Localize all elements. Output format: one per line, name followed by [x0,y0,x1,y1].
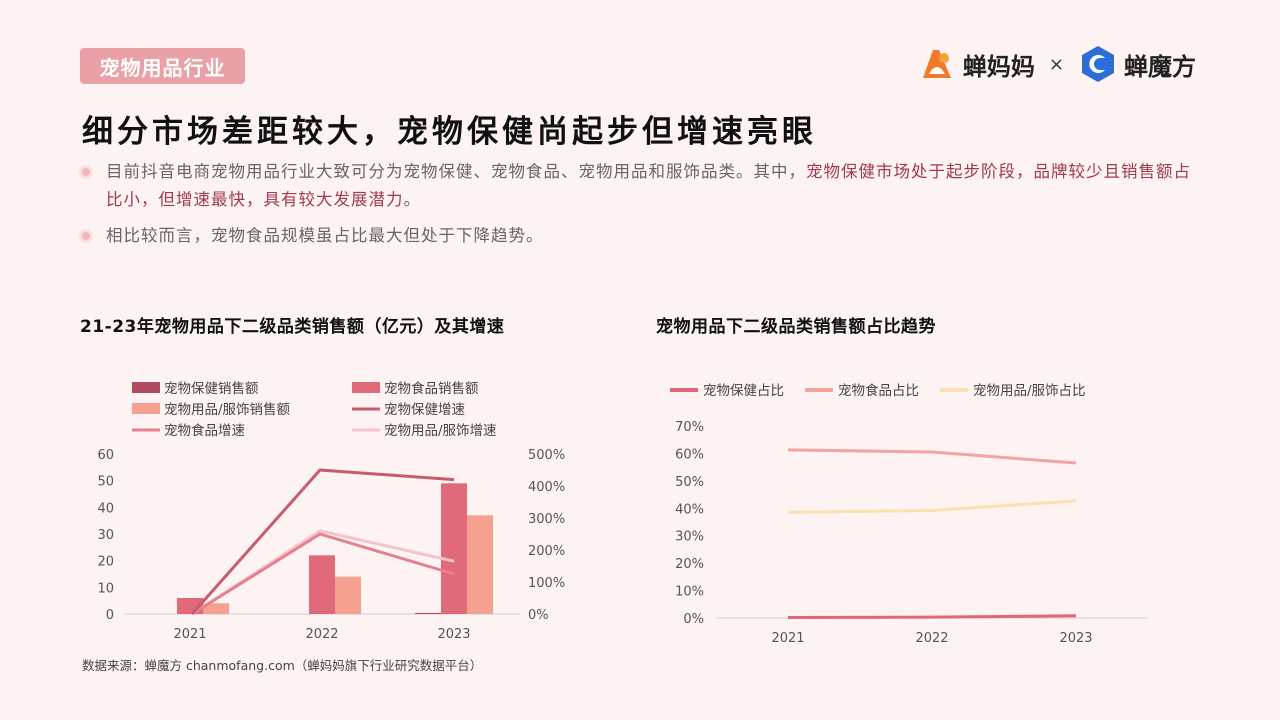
legend-label: 宠物食品增速 [164,422,245,439]
y-right-tick-label: 100% [528,576,565,591]
legend-label: 宠物用品/服饰销售额 [164,402,291,418]
legend-label: 宠物食品占比 [838,382,919,399]
bullet-list: 目前抖音电商宠物用品行业大致可分为宠物保健、宠物食品、宠物用品和服饰品类。其中，… [80,158,1200,258]
y-tick-label: 50% [675,475,704,490]
legend-swatch [132,403,160,414]
bullet-text-end: 。 [403,190,421,209]
bullet-dot [82,232,90,240]
y-tick-label: 10% [675,585,704,600]
bullet-dot [82,168,90,176]
y-left-tick-label: 10 [97,581,114,596]
legend-swatch [132,382,160,393]
x-tick-label: 2022 [915,631,948,646]
page-headline: 细分市场差距较大，宠物保健尚起步但增速亮眼 [82,114,817,150]
y-right-tick-label: 0% [528,608,549,623]
chart-title: 宠物用品下二级品类销售额占比趋势 [656,317,936,337]
series-line [787,614,1077,619]
bar [467,515,493,614]
logo-separator: × [1048,53,1064,75]
bullet-item: 目前抖音电商宠物用品行业大致可分为宠物保健、宠物食品、宠物用品和服饰品类。其中，… [80,158,1200,214]
chanmofang-logo-icon [1082,46,1114,82]
series-line [190,468,455,615]
bullet-highlight: 宠物保健市场处于起步阶段，品牌较少且销售额占比小，但增速最快，具有较大发展潜力 [106,162,1191,209]
y-left-tick-label: 30 [97,528,114,543]
y-left-tick-label: 40 [97,501,114,516]
chanmofang-logo-text: 蝉魔方 [1124,52,1196,81]
y-left-tick-label: 20 [97,555,114,570]
series-line [787,448,1077,465]
legend-label: 宠物用品/服饰占比 [973,383,1086,399]
y-right-tick-label: 300% [528,512,565,527]
bar [335,576,361,614]
chanmama-logo-icon [922,50,951,78]
legend-label: 宠物食品销售额 [384,380,479,397]
legend-label: 宠物保健销售额 [164,381,259,397]
series-line [787,499,1077,514]
bar [203,603,229,614]
legend-swatch [352,382,380,393]
bullet-text: 目前抖音电商宠物用品行业大致可分为宠物保健、宠物食品、宠物用品和服饰品类。其中， [106,162,806,181]
y-tick-label: 20% [675,557,704,572]
legend-label: 宠物保健增速 [384,402,465,418]
series-line [191,532,455,616]
bullet-item: 相比较而言，宠物食品规模虽占比最大但处于下降趋势。 [80,222,1200,250]
x-tick-label: 2021 [771,631,804,646]
y-tick-label: 60% [675,447,704,462]
chanmama-logo-text: 蝉妈妈 [962,52,1035,81]
y-right-tick-label: 400% [528,480,565,495]
x-tick-label: 2023 [437,627,470,642]
y-left-tick-label: 50 [97,475,114,490]
y-right-tick-label: 200% [528,544,565,559]
data-source-note: 数据来源：蝉魔方 chanmofang.com（蝉妈妈旗下行业研究数据平台） [82,658,483,673]
chanmama-logo: 蝉妈妈 [917,44,1035,84]
y-tick-label: 30% [675,530,704,545]
section-tag: 宠物用品行业 [80,48,245,84]
brand-logos: 蝉妈妈 × 蝉魔方 [917,44,1196,84]
y-left-tick-label: 0 [106,608,114,623]
x-tick-label: 2022 [305,627,338,642]
bar [309,555,335,614]
y-tick-label: 40% [675,502,704,517]
y-right-tick-label: 500% [528,448,565,463]
legend-label: 宠物保健占比 [703,383,784,399]
y-left-tick-label: 60 [97,448,114,463]
chanmofang-logo: 蝉魔方 [1078,44,1196,84]
x-tick-label: 2021 [173,627,206,642]
x-tick-label: 2023 [1059,631,1092,646]
bar [441,483,467,614]
y-tick-label: 0% [683,612,704,627]
bar [415,612,441,614]
bullet-text: 相比较而言，宠物食品规模虽占比最大但处于下降趋势。 [106,226,544,245]
legend-label: 宠物用品/服饰增速 [384,423,497,439]
chart-title: 21-23年宠物用品下二级品类销售额（亿元）及其增速 [80,317,505,337]
y-tick-label: 70% [675,420,704,435]
